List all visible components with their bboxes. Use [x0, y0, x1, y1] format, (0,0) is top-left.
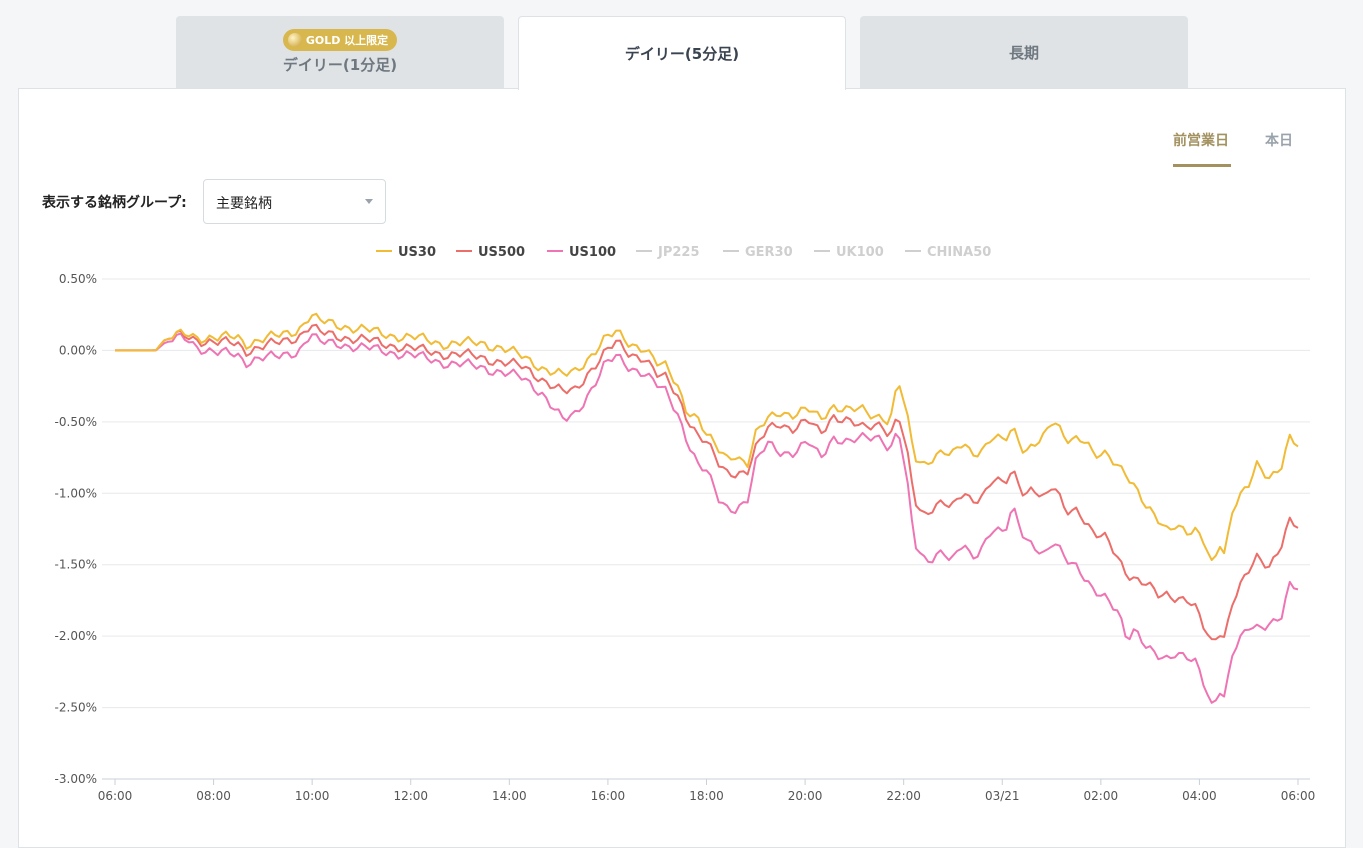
y-tick-label: -2.00%	[55, 629, 97, 643]
y-tick-label: -1.50%	[55, 558, 97, 572]
gold-badge-label: GOLD 以上限定	[305, 34, 389, 47]
y-tick-label: -0.50%	[55, 415, 97, 429]
chevron-down-icon	[365, 199, 373, 204]
x-tick-label: 12:00	[393, 789, 428, 803]
symbol-group-label: 表示する銘柄グループ:	[42, 195, 187, 211]
x-tick-label: 10:00	[295, 789, 330, 803]
series-line-us500	[115, 323, 1299, 641]
x-tick-label: 04:00	[1182, 789, 1217, 803]
x-tick-label: 20:00	[788, 789, 823, 803]
chart-legend: US30 US500 US100 JP225 GER30 UK100 CHINA50	[376, 245, 991, 260]
symbol-group-select[interactable]: 主要銘柄	[203, 179, 386, 224]
y-tick-label: 0.00%	[59, 343, 97, 357]
x-tick-label: 22:00	[886, 789, 921, 803]
tab-daily-1min-label: デイリー(1分足)	[282, 56, 398, 74]
series-line-us100	[115, 332, 1299, 704]
period-active-underline	[1173, 164, 1231, 167]
legend-item-jp225[interactable]: JP225	[657, 245, 700, 260]
y-tick-label: 0.50%	[59, 272, 97, 286]
x-tick-label: 08:00	[196, 789, 231, 803]
symbol-group-value: 主要銘柄	[216, 196, 272, 212]
x-tick-label: 02:00	[1084, 789, 1119, 803]
x-tick-label: 06:00	[1281, 789, 1316, 803]
tab-daily-5min[interactable]: デイリー(5分足)	[518, 16, 846, 90]
legend-item-china50[interactable]: CHINA50	[927, 245, 991, 260]
y-tick-label: -3.00%	[55, 772, 97, 786]
x-tick-label: 06:00	[98, 789, 133, 803]
tab-daily-5min-label: デイリー(5分足)	[624, 45, 740, 63]
chart-lines	[115, 312, 1299, 704]
y-tick-label: -2.50%	[55, 701, 97, 715]
y-tick-label: -1.00%	[55, 486, 97, 500]
gold-gem-icon	[287, 33, 302, 47]
legend-item-ger30[interactable]: GER30	[745, 245, 793, 260]
x-tick-label: 14:00	[492, 789, 527, 803]
y-axis: 0.50% 0.00% -0.50% -1.00% -1.50% -2.00% -2.50%…	[55, 272, 97, 786]
period-tab-today[interactable]: 本日	[1265, 133, 1293, 149]
x-tick-label: 16:00	[591, 789, 626, 803]
tab-daily-1min[interactable]: GOLD 以上限定 デイリー(1分足)	[176, 16, 504, 88]
tab-long-term[interactable]: 長期	[860, 16, 1188, 88]
x-tick-label: 03/21	[985, 789, 1020, 803]
x-axis: 06:00 08:00 10:00 12:00 14:00 16:00 18:00 20:00…	[98, 779, 1316, 803]
legend-item-uk100[interactable]: UK100	[836, 245, 884, 260]
legend-item-us30[interactable]: US30	[398, 245, 436, 260]
legend-item-us500[interactable]: US500	[478, 245, 525, 260]
x-tick-label: 18:00	[689, 789, 724, 803]
chart-grid	[102, 278, 1310, 780]
legend-item-us100[interactable]: US100	[569, 245, 616, 260]
period-tab-previous-day[interactable]: 前営業日	[1173, 133, 1229, 149]
series-line-us30	[115, 312, 1299, 561]
gold-only-badge: GOLD 以上限定	[282, 29, 398, 51]
tab-long-term-label: 長期	[1008, 43, 1039, 62]
